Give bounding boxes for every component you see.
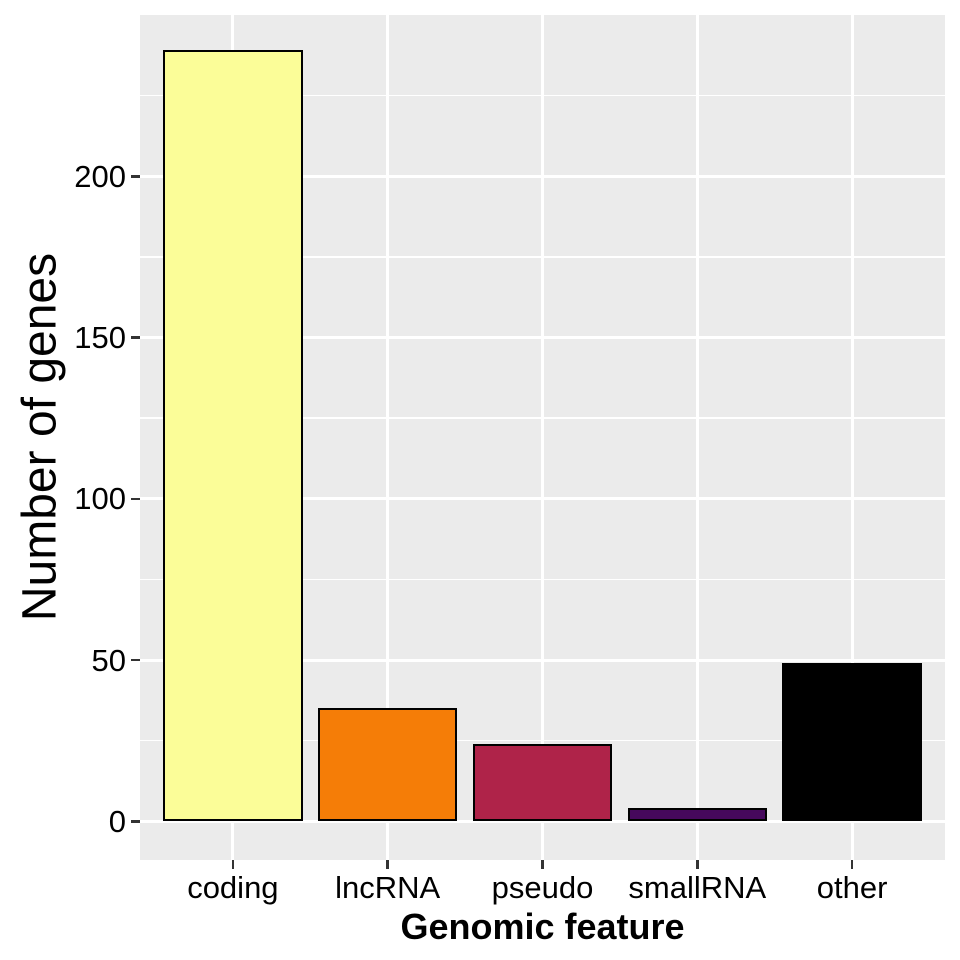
y-tick-label-100: 100 bbox=[74, 481, 126, 517]
y-tick-label-200: 200 bbox=[74, 158, 126, 194]
y-tick-mark-200 bbox=[131, 175, 140, 178]
x-tick-mark-coding bbox=[231, 860, 235, 869]
bar-coding bbox=[163, 50, 303, 822]
x-axis-title: Genomic feature bbox=[400, 906, 685, 947]
gridline-major-x-lncRNA bbox=[386, 15, 390, 860]
x-tick-label-other: other bbox=[816, 870, 888, 905]
x-tick-mark-other bbox=[850, 860, 854, 869]
y-tick-label-0: 0 bbox=[108, 803, 126, 839]
y-axis-title: Number of genes bbox=[13, 252, 67, 622]
x-tick-label-smallRNA: smallRNA bbox=[628, 870, 767, 905]
x-tick-mark-lncRNA bbox=[386, 860, 389, 869]
x-tick-label-coding: coding bbox=[187, 870, 279, 905]
x-tick-label-lncRNA: lncRNA bbox=[335, 870, 441, 905]
gridline-major-x-smallRNA bbox=[695, 15, 699, 860]
bar-lncRNA bbox=[318, 708, 458, 822]
y-tick-mark-150 bbox=[131, 336, 140, 339]
gridline-major-x-other bbox=[850, 15, 854, 860]
bar-other bbox=[782, 663, 922, 822]
bar-smallRNA bbox=[627, 808, 767, 822]
y-tick-label-50: 50 bbox=[91, 642, 126, 678]
x-tick-mark-pseudo bbox=[541, 860, 544, 869]
x-tick-mark-smallRNA bbox=[696, 860, 699, 869]
plot-panel bbox=[140, 15, 945, 860]
y-tick-mark-100 bbox=[131, 497, 140, 501]
y-tick-label-150: 150 bbox=[74, 320, 126, 356]
bar-pseudo bbox=[472, 743, 613, 822]
x-tick-label-pseudo: pseudo bbox=[491, 870, 594, 905]
y-tick-mark-50 bbox=[131, 658, 140, 662]
gridline-major-x-pseudo bbox=[541, 15, 544, 860]
y-tick-mark-0 bbox=[131, 820, 140, 823]
